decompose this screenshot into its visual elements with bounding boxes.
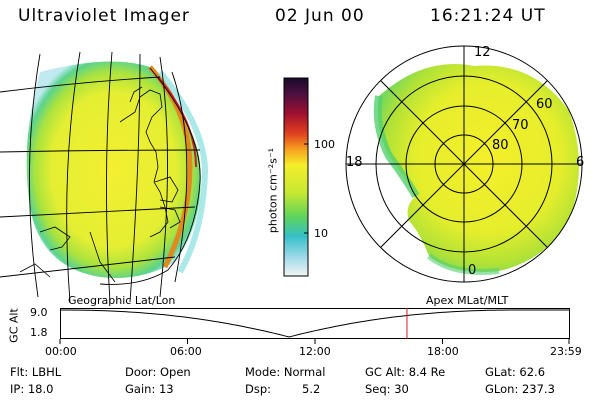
colorbar-tick-100: 100 <box>314 138 335 151</box>
altitude-ytick-9: 9.0 <box>30 306 48 319</box>
xtick-0600: 06:00 <box>170 345 202 358</box>
instrument-title: Ultraviolet Imager <box>18 6 190 26</box>
apex-label: Apex MLat/MLT <box>426 294 509 307</box>
mlt-label-0: 0 <box>468 263 477 278</box>
dsp-label: Dsp: <box>245 382 272 396</box>
gain-info: Gain: 13 <box>125 382 174 396</box>
lat-label-80: 80 <box>492 138 509 153</box>
mode-info: Mode: Normal <box>245 365 326 379</box>
ip-info: IP: 18.0 <box>10 382 54 396</box>
time-label: 16:21:24 UT <box>430 6 546 26</box>
colorbar-tick-10: 10 <box>314 227 328 240</box>
glat-info: GLat: 62.6 <box>485 365 546 379</box>
date-label: 02 Jun 00 <box>275 6 365 26</box>
seq-info: Seq: 30 <box>365 382 409 396</box>
altitude-plot <box>59 308 570 344</box>
altitude-ylabel: GC Alt <box>7 308 21 343</box>
lat-label-70: 70 <box>512 118 529 133</box>
door-info: Door: Open <box>125 365 191 379</box>
colorbar-unit-label: photon cm⁻²s⁻¹ <box>266 147 280 234</box>
altitude-ytick-1.8: 1.8 <box>30 326 48 339</box>
gc-alt-info: GC Alt: 8.4 Re <box>365 365 446 379</box>
mlt-label-6: 6 <box>576 155 585 170</box>
xtick-1800: 18:00 <box>427 345 459 358</box>
glon-info: GLon: 237.3 <box>485 382 555 396</box>
xtick-1200: 12:00 <box>299 345 331 358</box>
xtick-2359: 23:59 <box>550 345 582 358</box>
mlt-label-12: 12 <box>474 45 491 60</box>
polar-plot <box>345 45 583 283</box>
mlt-label-18: 18 <box>346 155 363 170</box>
filter-info: Flt: LBHL <box>10 365 62 379</box>
geographic-label: Geographic Lat/Lon <box>68 294 176 307</box>
dsp-value: 5.2 <box>302 382 321 396</box>
xtick-0000: 00:00 <box>45 345 77 358</box>
geographic-image <box>0 51 209 302</box>
lat-label-60: 60 <box>536 97 553 112</box>
colorbar <box>283 77 309 277</box>
